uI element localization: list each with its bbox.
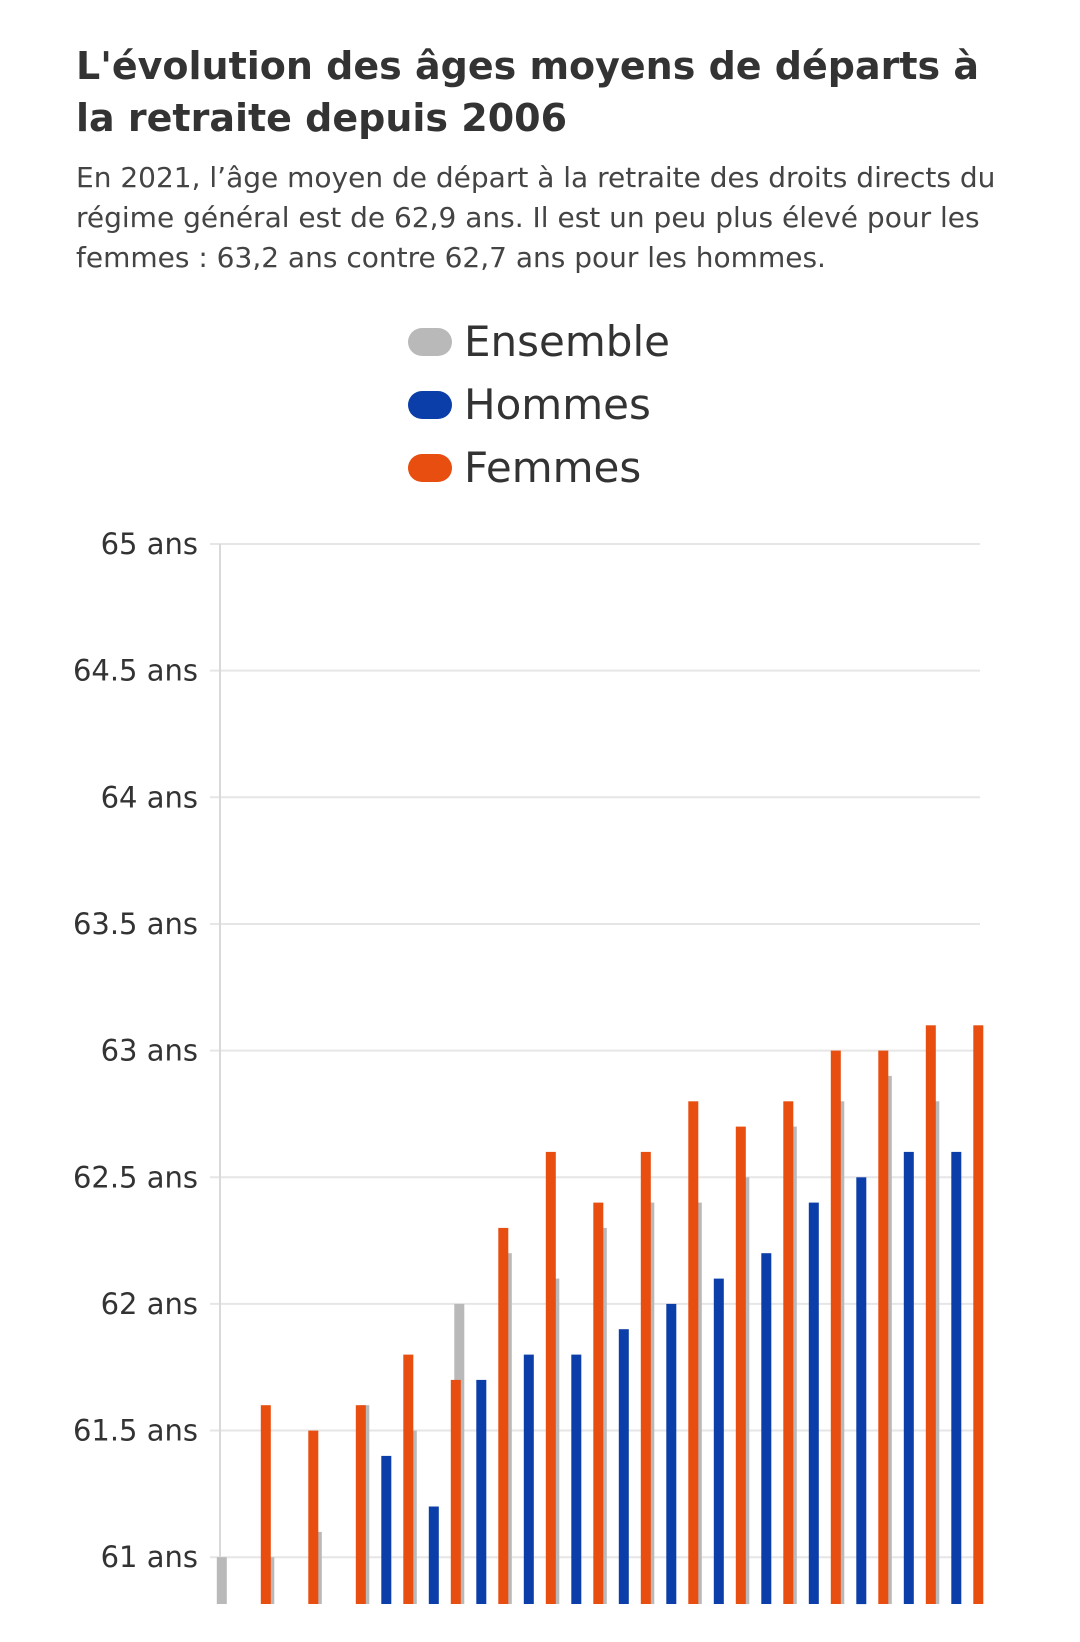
y-tick-label: 63.5 ans [73,907,198,941]
y-tick-label: 63 ans [101,1034,198,1068]
legend-swatch-hommes [408,390,452,419]
legend-swatch-ensemble [408,327,452,356]
bar-femmes-2019 [878,1050,889,1604]
y-tick-label: 62 ans [101,1287,198,1321]
legend-label-femmes: Femmes [464,443,642,492]
bar-femmes-2015 [688,1101,699,1604]
bar-hommes-2014 [618,1329,629,1604]
bar-femmes-2021 [973,1025,984,1604]
bar-femmes-2007 [308,1430,319,1604]
legend-item-femmes[interactable]: Femmes [408,436,670,499]
y-tick-label: 61.5 ans [73,1414,198,1448]
y-tick-label: 64 ans [101,780,198,814]
bar-hommes-2021 [951,1151,962,1604]
bar-hommes-2017 [761,1253,772,1604]
bar-femmes-2018 [830,1050,841,1604]
legend-item-ensemble[interactable]: Ensemble [408,310,670,373]
bar-femmes-2017 [783,1101,794,1604]
bar-femmes-2020 [925,1025,936,1604]
chart-title: L'évolution des âges moyens de départs à… [76,44,980,140]
bar-femmes-2014 [640,1151,651,1604]
legend-label-hommes: Hommes [464,380,651,429]
bar-femmes-2016 [735,1126,746,1604]
bar-hommes-2011 [476,1379,487,1604]
bar-hommes-2020 [903,1151,914,1604]
legend-item-hommes[interactable]: Hommes [408,373,670,436]
y-tick-label: 61 ans [101,1540,198,1574]
bar-femmes-2009 [403,1354,414,1604]
bar-ensemble-2006 [216,1557,227,1604]
bar-hommes-2010 [428,1506,439,1604]
bar-hommes-2018 [808,1202,819,1604]
legend-label-ensemble: Ensemble [464,317,670,366]
y-tick-label: 65 ans [101,527,198,561]
legend-swatch-femmes [408,453,452,482]
bar-femmes-2008 [355,1405,366,1604]
bar-hommes-2015 [666,1303,677,1604]
bar-femmes-2011 [498,1227,509,1604]
bar-hommes-2009 [381,1455,392,1604]
chart-subtitle: En 2021, l’âge moyen de départ à la retr… [76,161,996,274]
bar-hommes-2013 [571,1354,582,1604]
bar-chart: 61 ans 61.5 ans 62 ans 62.5 ans 63 ans 63.5 a… [73,527,984,1605]
chart-legend: Ensemble Hommes Femmes [408,310,670,499]
bar-femmes-2012 [545,1151,556,1604]
bar-hommes-2012 [523,1354,534,1604]
y-tick-label: 64.5 ans [73,654,198,688]
bar-femmes-2010 [450,1379,461,1604]
bar-femmes-2006 [260,1405,271,1604]
y-tick-label: 62.5 ans [73,1160,198,1194]
bar-hommes-2019 [856,1177,867,1605]
bar-femmes-2013 [593,1202,604,1604]
bar-hommes-2016 [713,1278,724,1604]
